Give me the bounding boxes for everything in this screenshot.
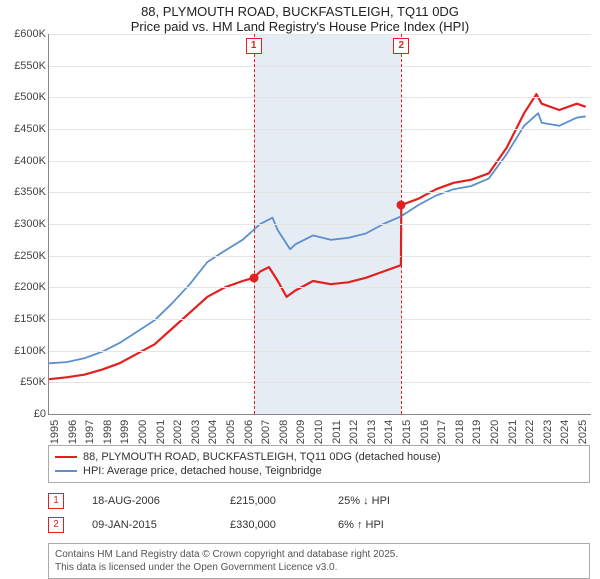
x-axis-label: 2024 [559,420,571,444]
gridline [49,287,591,288]
x-axis-label: 1995 [49,420,61,444]
y-axis-label: £150K [14,313,49,325]
y-axis-label: £200K [14,281,49,293]
title-sub: Price paid vs. HM Land Registry's House … [0,19,600,34]
event-price: £215,000 [230,495,310,507]
legend: 88, PLYMOUTH ROAD, BUCKFASTLEIGH, TQ11 0… [48,445,590,483]
y-axis-label: £400K [14,155,49,167]
event-date: 09-JAN-2015 [92,519,202,531]
event-marker-1: 1 [48,493,64,509]
y-axis-label: £550K [14,60,49,72]
footer: Contains HM Land Registry data © Crown c… [48,543,590,579]
gridline [49,382,591,383]
gridline [49,97,591,98]
x-axis-label: 1999 [119,420,131,444]
y-axis-label: £50K [20,376,49,388]
x-axis-label: 2020 [489,420,501,444]
x-axis-label: 2019 [471,420,483,444]
x-axis-label: 2017 [436,420,448,444]
marker-dot-2 [397,201,406,210]
event-marker-2: 2 [48,517,64,533]
x-axis-label: 2021 [507,420,519,444]
title-main: 88, PLYMOUTH ROAD, BUCKFASTLEIGH, TQ11 0… [0,4,600,19]
legend-item-price-paid: 88, PLYMOUTH ROAD, BUCKFASTLEIGH, TQ11 0… [55,450,583,464]
event-row: 1 18-AUG-2006 £215,000 25% ↓ HPI [48,489,590,513]
legend-label-1: 88, PLYMOUTH ROAD, BUCKFASTLEIGH, TQ11 0… [83,451,441,463]
x-axis-label: 2025 [577,420,589,444]
gridline [49,319,591,320]
gridline [49,224,591,225]
x-axis-label: 2018 [454,420,466,444]
y-axis-label: £500K [14,91,49,103]
y-axis-label: £350K [14,186,49,198]
x-axis-label: 2015 [401,420,413,444]
marker-line-1 [254,34,255,414]
event-row: 2 09-JAN-2015 £330,000 6% ↑ HPI [48,513,590,537]
x-axis-label: 2010 [313,420,325,444]
footer-line-1: Contains HM Land Registry data © Crown c… [55,548,583,561]
event-price: £330,000 [230,519,310,531]
event-date: 18-AUG-2006 [92,495,202,507]
chart-titles: 88, PLYMOUTH ROAD, BUCKFASTLEIGH, TQ11 0… [0,0,600,34]
x-axis-label: 2009 [295,420,307,444]
y-axis-label: £100K [14,345,49,357]
y-axis-label: £450K [14,123,49,135]
x-axis-label: 2003 [190,420,202,444]
x-axis-label: 1997 [84,420,96,444]
x-axis-label: 2011 [331,420,343,444]
gridline [49,66,591,67]
x-axis-label: 2002 [172,420,184,444]
gridline [49,129,591,130]
x-axis-label: 2022 [524,420,536,444]
legend-swatch-2 [55,470,77,472]
x-axis-label: 2016 [419,420,431,444]
legend-label-2: HPI: Average price, detached house, Teig… [83,465,322,477]
y-axis-label: £600K [14,28,49,40]
x-axis-label: 2008 [278,420,290,444]
x-axis-label: 1998 [102,420,114,444]
marker-line-2 [401,34,402,414]
chart-container: 88, PLYMOUTH ROAD, BUCKFASTLEIGH, TQ11 0… [0,0,600,579]
event-delta: 25% ↓ HPI [338,495,390,507]
marker-box-2: 2 [393,38,409,54]
x-axis-label: 2007 [260,420,272,444]
marker-dot-1 [249,273,258,282]
x-axis-label: 2005 [225,420,237,444]
x-axis-label: 2014 [383,420,395,444]
x-axis-label: 2001 [155,420,167,444]
x-axis-label: 2000 [137,420,149,444]
x-axis-label: 2004 [207,420,219,444]
event-delta: 6% ↑ HPI [338,519,384,531]
x-axis-label: 2023 [542,420,554,444]
x-axis-label: 2006 [243,420,255,444]
gridline [49,192,591,193]
marker-box-1: 1 [246,38,262,54]
gridline [49,256,591,257]
x-axis-label: 1996 [67,420,79,444]
plot-area: £0£50K£100K£150K£200K£250K£300K£350K£400… [48,34,591,415]
x-axis-label: 2012 [348,420,360,444]
x-axis-label: 2013 [366,420,378,444]
y-axis-label: £250K [14,250,49,262]
y-axis-label: £300K [14,218,49,230]
legend-item-hpi: HPI: Average price, detached house, Teig… [55,464,583,478]
gridline [49,161,591,162]
y-axis-label: £0 [34,408,49,420]
gridline [49,34,591,35]
gridline [49,351,591,352]
footer-line-2: This data is licensed under the Open Gov… [55,561,583,574]
legend-swatch-1 [55,456,77,458]
event-list: 1 18-AUG-2006 £215,000 25% ↓ HPI 2 09-JAN-201… [48,489,590,537]
